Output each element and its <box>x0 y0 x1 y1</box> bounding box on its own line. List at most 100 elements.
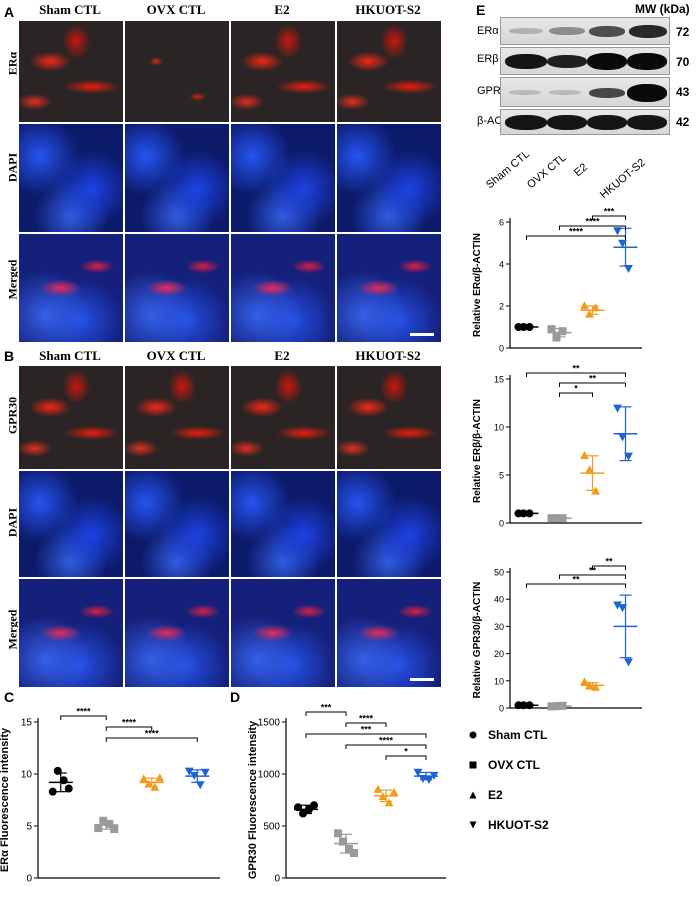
panel-b-dapi-hkuot-image <box>336 470 442 578</box>
chart-C-point-1-2 <box>105 819 114 828</box>
chart-D-point-1-1 <box>339 837 347 846</box>
panel-a-dapi-sham-image <box>18 123 124 233</box>
chart-E1-point-1-1 <box>552 333 561 342</box>
chart-E3-ytick-label-10: 10 <box>494 676 504 686</box>
panel-a-scale-bar <box>410 333 434 336</box>
legend-label-sham: Sham CTL <box>488 728 548 742</box>
chart-E2-ylabel: Relative ERβ/β-ACTIN <box>472 399 483 503</box>
blot-strip-erb <box>500 47 670 75</box>
chart-E2-point-3-0 <box>613 404 622 413</box>
chart-C-bracket-2 <box>105 737 198 742</box>
lane-label-e2: E2 <box>572 161 591 180</box>
lane-label-hkuot: HKUOT-S2 <box>598 156 648 202</box>
chart-E2-sig-1: ** <box>589 374 597 384</box>
chart-C-sig-0: **** <box>76 707 91 717</box>
chart-E1-point-3-0 <box>613 227 622 236</box>
legend-item-e2: E2 <box>468 788 503 802</box>
chart-E1-ytick-label-2: 2 <box>499 302 504 312</box>
chart-D-ytick-label-1500: 1500 <box>258 718 281 729</box>
panel-b-merged-sham-image <box>18 578 124 688</box>
blot-label-era: ERα <box>477 25 499 37</box>
chart-E1-bracket-2 <box>526 235 626 240</box>
circle-marker-icon <box>469 731 477 739</box>
chart-E2-ytick-label-5: 5 <box>499 471 504 481</box>
chart-E1-sig-0: *** <box>604 207 615 217</box>
chart-D-ytick-label-0: 0 <box>274 874 280 885</box>
blot-strip-era <box>500 17 670 45</box>
chart-E1-bracket-1 <box>559 225 626 230</box>
panel-b-scale-bar <box>410 678 434 681</box>
panel-b-merged-ovx-image <box>124 578 230 688</box>
chart-D-ytick-label-500: 500 <box>263 822 280 833</box>
chart-E1-sig-1: **** <box>585 217 600 227</box>
chart-C-ytick-label-5: 5 <box>26 822 32 833</box>
chart-E1-ytick-label-0: 0 <box>499 344 504 354</box>
panel-a-col-ovx: OVX CTL <box>146 2 206 17</box>
chart-E3-ytick-label-50: 50 <box>494 568 504 578</box>
panel-b-letter: B <box>4 348 15 364</box>
panel-b-gpr30-ovx-image <box>124 365 230 470</box>
panel-e-letter: E <box>476 2 486 18</box>
blot-strip-gpr30 <box>500 77 670 107</box>
panel-b-dapi-ovx-image <box>124 470 230 578</box>
chart-E2-bracket-0 <box>526 372 626 377</box>
chart-E1-point-2-2 <box>591 303 600 312</box>
chart-C-point-2-3 <box>155 773 165 782</box>
panel-b-col-e2: E2 <box>274 348 290 363</box>
chart-E3-sig-1: ** <box>589 566 597 576</box>
chart-E1-point-2-1 <box>585 309 594 318</box>
chart-E2-sig-2: * <box>574 384 578 394</box>
chart-C-panel-letter: C <box>4 690 14 705</box>
chart-E1-point-1-2 <box>558 327 567 336</box>
panel-a-merged-ovx-image <box>124 233 230 343</box>
panel-b-merged-hkuot-image <box>336 578 442 688</box>
chart-C-point-2-1 <box>144 779 154 788</box>
chart-C-sig-1: **** <box>122 718 137 728</box>
chart-E3-sig-2: ** <box>572 575 580 585</box>
chart-C-ytick-label-15: 15 <box>21 718 33 729</box>
panel-b-gpr30-hkuot-image <box>336 365 442 470</box>
chart-E2-ytick-label-0: 0 <box>499 519 504 529</box>
chart-D-point-3-0 <box>413 768 423 777</box>
panel-a-era-sham-image <box>18 20 124 123</box>
panel-a-col-hkuot: HKUOT-S2 <box>355 2 421 17</box>
panel-a-merged-sham-image <box>18 233 124 343</box>
chart-E3-ytick-label-0: 0 <box>499 704 504 714</box>
panel-a-letter: A <box>4 4 15 20</box>
legend-item-sham: Sham CTL <box>468 728 547 742</box>
blot-strip-bactin <box>500 109 670 135</box>
chart-E3-point-3-1 <box>618 604 627 613</box>
chart-D-point-2-3 <box>389 787 399 796</box>
blot-mw-era: 72 <box>676 25 690 39</box>
chart-E1-point-1-0 <box>547 325 556 334</box>
chart-D-sig-0: *** <box>321 703 332 713</box>
blot-mw-erb: 70 <box>676 55 690 69</box>
chart-D-bracket-1 <box>345 722 387 727</box>
mw-header: MW (kDa) <box>635 2 690 16</box>
chart-E2-ytick-label-10: 10 <box>494 423 504 433</box>
panel-a-col-e2: E2 <box>274 2 290 17</box>
chart-D-sig-4: * <box>404 747 408 757</box>
chart-E1-bracket-0 <box>592 215 626 220</box>
chart-E1-point-3-2 <box>624 265 633 273</box>
chart-C-point-3-3 <box>200 768 210 777</box>
chart-C-sig-2: **** <box>145 729 160 739</box>
chart-E2-bracket-1 <box>559 382 626 387</box>
chart-D-point-0-3 <box>310 801 318 810</box>
chart-D-panel-letter: D <box>230 690 240 705</box>
chart-C-ylabel: ERα Fluorescence intensity <box>0 727 11 872</box>
chart-E1-point-3-1 <box>618 239 627 248</box>
lane-label-sham: Sham CTL <box>484 148 532 192</box>
chart-D-point-2-2 <box>384 798 394 807</box>
legend-label-hkuot: HKUOT-S2 <box>488 818 549 832</box>
chart-C-ytick-label-10: 10 <box>21 770 33 781</box>
panel-a-era-ovx-image <box>124 20 230 123</box>
chart-C-ytick-label-0: 0 <box>26 874 32 885</box>
chart-D-sig-2: *** <box>361 725 372 735</box>
chart-E3-bracket-0 <box>592 565 626 570</box>
triangle-up-marker-icon <box>469 791 477 799</box>
chart-E1-ytick-label-4: 4 <box>499 260 504 270</box>
chart-C-point-2-0 <box>139 774 149 783</box>
panel-b-col-sham: Sham CTL <box>39 348 101 363</box>
